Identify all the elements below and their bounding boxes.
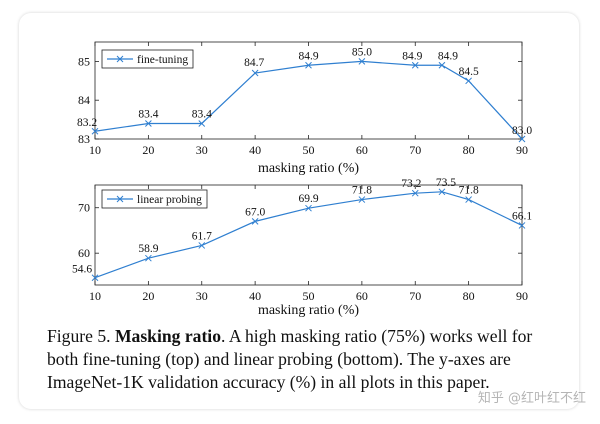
x-tick-label: 40 xyxy=(249,143,261,157)
x-tick-label: 20 xyxy=(142,289,154,303)
data-point-marker xyxy=(198,242,206,249)
x-tick-label: 70 xyxy=(409,143,421,157)
x-tick-label: 80 xyxy=(463,143,475,157)
data-point-marker xyxy=(465,196,472,203)
data-point-marker xyxy=(305,204,312,212)
series-line xyxy=(94,60,523,140)
caption-text: . A high masking ratio (75%) works well … xyxy=(47,326,533,392)
x-tick-label: 30 xyxy=(196,289,208,303)
data-label: 83.2 xyxy=(77,117,97,129)
legend-marker-sample xyxy=(116,195,124,203)
data-label: 71.8 xyxy=(352,185,372,197)
x-axis-label: masking ratio (%) xyxy=(258,303,359,318)
data-label: 84.9 xyxy=(402,50,422,62)
data-label: 83.4 xyxy=(192,108,212,120)
data-point-marker xyxy=(145,254,152,262)
y-tick-label: 60 xyxy=(78,246,90,260)
data-point-marker xyxy=(251,218,259,225)
data-point-marker xyxy=(198,120,206,127)
linear-probing-chart: 10 20 30 40 50 60 70 80 90 60 70 masking ratio (%) 5… xyxy=(72,177,532,318)
watermark-text: 知乎 @红叶红不红 xyxy=(477,391,586,406)
series-line xyxy=(94,191,523,279)
data-label: 84.5 xyxy=(459,66,479,78)
data-point-marker xyxy=(358,196,366,203)
data-point-marker xyxy=(411,189,419,197)
fine-tuning-chart: 10 20 30 40 50 60 70 80 90 83 84 85 masking ratio (%… xyxy=(77,41,532,176)
data-label: 84.9 xyxy=(438,50,458,62)
data-label: 83.4 xyxy=(138,108,158,120)
data-label: 73.2 xyxy=(401,178,421,190)
data-point-marker xyxy=(358,58,366,65)
y-tick-label: 83 xyxy=(78,132,90,146)
legend-label: fine-tuning xyxy=(137,54,188,66)
data-point-marker xyxy=(438,188,446,196)
data-point-marker xyxy=(145,120,152,127)
data-label: 85.0 xyxy=(352,46,372,58)
data-label: 84.9 xyxy=(298,50,318,62)
data-label: 54.6 xyxy=(72,264,92,276)
data-point-marker xyxy=(518,135,526,143)
data-label: 83.0 xyxy=(512,125,532,137)
x-tick-label: 60 xyxy=(356,289,368,303)
x-tick-label: 50 xyxy=(303,289,315,303)
legend-marker-sample xyxy=(116,55,124,63)
data-label: 67.0 xyxy=(245,206,265,218)
caption-title: Masking ratio xyxy=(114,326,221,346)
x-tick-label: 10 xyxy=(89,143,101,157)
caption-figure-label: Figure 5. xyxy=(47,326,111,346)
data-point-marker xyxy=(305,61,312,69)
x-tick-label: 40 xyxy=(249,289,261,303)
data-label: 69.9 xyxy=(298,193,318,205)
x-tick-label: 90 xyxy=(516,143,528,157)
data-point-marker xyxy=(91,127,99,135)
data-point-marker xyxy=(465,77,472,85)
figure-caption: Figure 5. Masking ratio. A high masking … xyxy=(47,325,567,394)
y-tick-label: 84 xyxy=(78,93,90,107)
x-tick-label: 80 xyxy=(463,289,475,303)
legend-box xyxy=(101,49,194,69)
data-point-marker xyxy=(518,222,526,229)
data-point-marker xyxy=(251,69,259,77)
x-tick-label: 70 xyxy=(409,289,421,303)
data-label: 84.7 xyxy=(244,57,264,69)
x-tick-label: 30 xyxy=(196,143,208,157)
data-point-marker xyxy=(411,61,419,69)
legend-box xyxy=(101,189,208,209)
x-tick-label: 10 xyxy=(89,289,101,303)
x-tick-label: 20 xyxy=(142,143,154,157)
data-point-marker xyxy=(91,274,99,282)
legend-label: linear probing xyxy=(137,194,202,206)
x-tick-label: 60 xyxy=(356,143,368,157)
data-point-marker xyxy=(438,61,446,69)
x-tick-label: 90 xyxy=(516,289,528,303)
data-label: 66.1 xyxy=(512,210,532,222)
data-label: 58.9 xyxy=(138,243,158,255)
y-tick-label: 70 xyxy=(78,201,90,215)
data-label: 61.7 xyxy=(192,230,212,242)
x-tick-label: 50 xyxy=(303,143,315,157)
data-label: 73.5 xyxy=(436,177,456,189)
data-label: 71.8 xyxy=(459,185,479,197)
x-axis-label: masking ratio (%) xyxy=(258,161,359,176)
y-tick-label: 85 xyxy=(78,54,90,68)
